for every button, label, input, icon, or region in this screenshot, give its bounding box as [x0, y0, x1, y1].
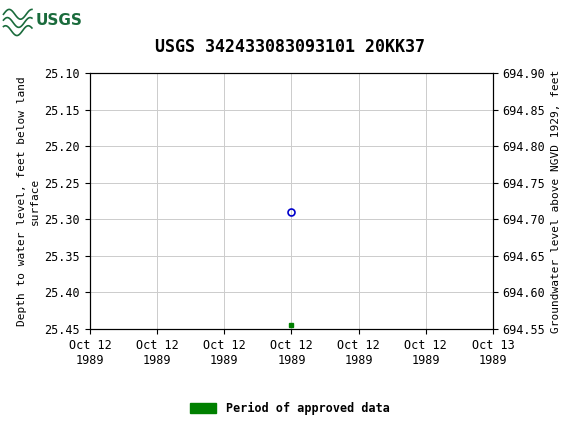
FancyBboxPatch shape — [3, 3, 61, 37]
Y-axis label: Depth to water level, feet below land
surface: Depth to water level, feet below land su… — [17, 76, 41, 326]
Text: USGS 342433083093101 20KK37: USGS 342433083093101 20KK37 — [155, 38, 425, 56]
Legend: Period of approved data: Period of approved data — [186, 397, 394, 420]
Y-axis label: Groundwater level above NGVD 1929, feet: Groundwater level above NGVD 1929, feet — [551, 69, 561, 333]
Text: USGS: USGS — [36, 13, 83, 28]
